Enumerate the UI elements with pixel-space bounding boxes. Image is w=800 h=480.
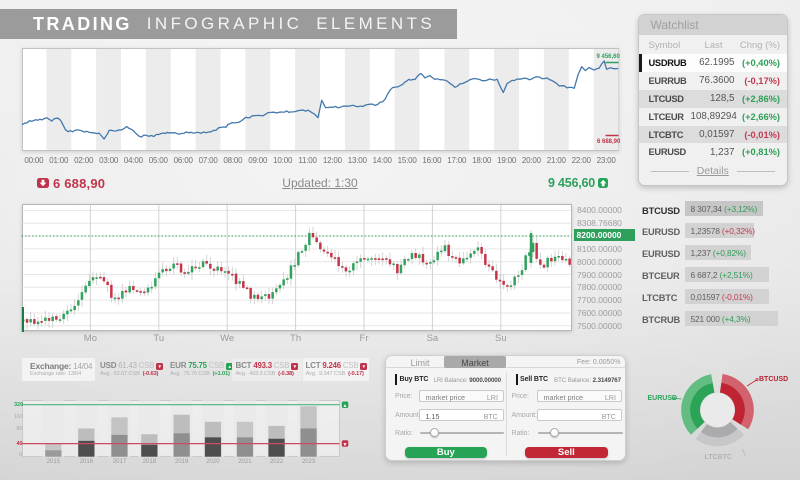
- svg-text:▲: ▲: [343, 403, 348, 409]
- svg-text:▼: ▼: [343, 442, 348, 448]
